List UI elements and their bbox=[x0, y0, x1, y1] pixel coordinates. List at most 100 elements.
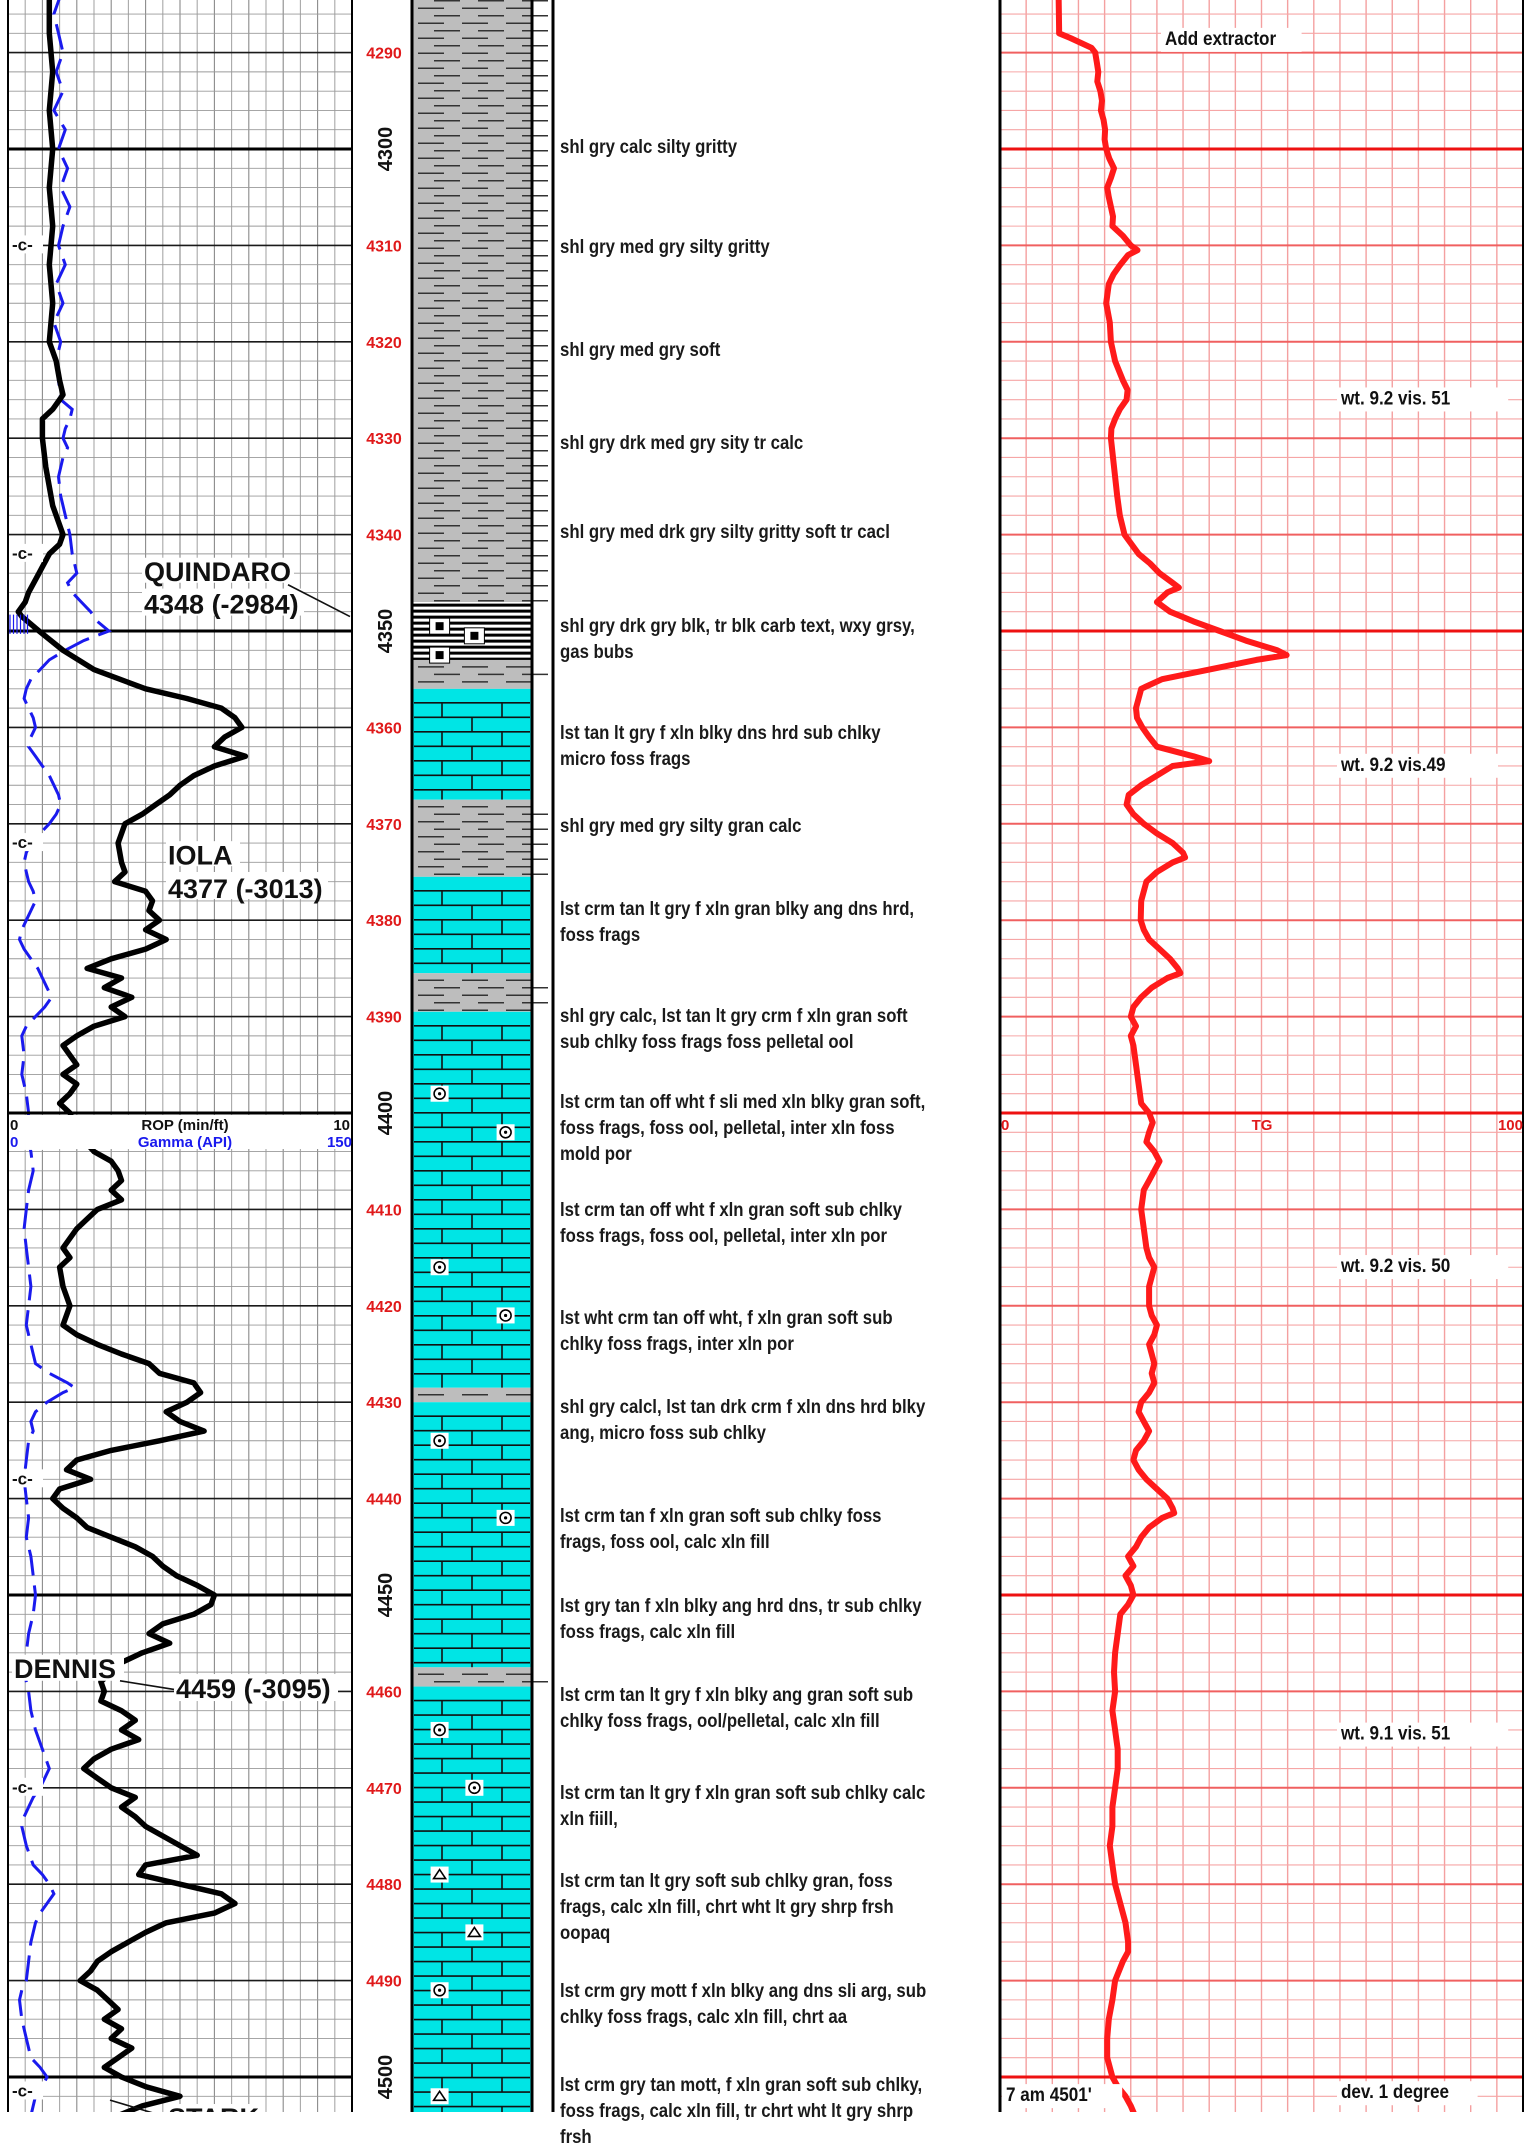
depth-label: 4380 bbox=[366, 913, 402, 930]
description-line: chlky foss frags, inter xln por bbox=[560, 1333, 794, 1356]
lithology-symbol-oolite bbox=[430, 1085, 449, 1102]
tg-annotation: Add extractor bbox=[1165, 28, 1276, 49]
description-line: micro foss frags bbox=[560, 748, 691, 771]
description-entry: lst crm tan f xln gran soft sub chlky fo… bbox=[560, 1503, 932, 1555]
description-line: foss frags, foss ool, pelletal, inter xl… bbox=[560, 1225, 888, 1248]
description-entry: lst crm tan lt gry soft sub chlky gran, … bbox=[560, 1868, 932, 1946]
description-line: gas bubs bbox=[560, 641, 634, 664]
depth-label: 4490 bbox=[366, 1974, 402, 1991]
lithology-symbol-oolite bbox=[430, 1259, 449, 1276]
oolite-dot bbox=[438, 1988, 442, 1992]
connection-marker-bg bbox=[9, 235, 43, 254]
lithology-symbol-oolite bbox=[430, 1721, 449, 1738]
depth-label: 4480 bbox=[366, 1877, 402, 1894]
lithology-symbol-oolite bbox=[430, 1432, 449, 1449]
shale-fill bbox=[412, 659, 532, 689]
track-labels: 4290 4300 4310 4320 4330 4340 4350 4360 4370 4380… bbox=[366, 46, 402, 2100]
description-line: lst crm tan lt gry f xln blky ang gran s… bbox=[560, 1684, 914, 1707]
tg-annotation: wt. 9.1 vis. 51 bbox=[1340, 1723, 1450, 1744]
lithology-interval bbox=[412, 659, 548, 689]
top-leader bbox=[119, 1680, 175, 1691]
lithology-descriptions: shl gry calc silty gritty shl gry med gry… bbox=[560, 0, 992, 2148]
lithology-interval bbox=[412, 1011, 532, 1388]
tg-annotation: wt. 9.2 vis.49 bbox=[1340, 754, 1445, 775]
formation-top-name: QUINDARO bbox=[144, 557, 291, 587]
description-line: foss frags, foss ool, pelletal, inter xl… bbox=[560, 1117, 895, 1140]
gamma-scale-label: Gamma (API) bbox=[138, 1134, 232, 1151]
top-label-bg bbox=[12, 1654, 124, 1681]
description-line: sub chlky foss frags foss pelletal ool bbox=[560, 1030, 854, 1053]
depth-label-major: 4350 bbox=[375, 609, 397, 654]
description-line: lst gry tan f xln blky ang hrd dns, tr s… bbox=[560, 1594, 922, 1617]
rop-scale-label: ROP (min/ft) bbox=[141, 1117, 228, 1134]
connection-marker: -c- bbox=[12, 1778, 33, 1797]
description-entry: shl gry calc, lst tan lt gry crm f xln g… bbox=[560, 1003, 932, 1055]
annotation-bg bbox=[1337, 387, 1509, 412]
oolite-ring bbox=[433, 1434, 446, 1448]
oolite-ring bbox=[468, 1781, 481, 1795]
description-entry: shl gry med gry soft bbox=[560, 337, 932, 363]
depth-label-major: 4300 bbox=[375, 127, 397, 172]
chert-triangle bbox=[432, 2089, 448, 2102]
lithology-symbol-oolite bbox=[430, 1982, 449, 1999]
description-line: lst crm tan off wht f sli med xln blky g… bbox=[560, 1091, 926, 1114]
description-line: lst crm tan f xln gran soft sub chlky fo… bbox=[560, 1504, 882, 1527]
formation-top-name: DENNIS bbox=[14, 1654, 116, 1684]
oolite-ring bbox=[499, 1125, 512, 1139]
depth-label: 4340 bbox=[366, 528, 402, 545]
description-entry: shl gry med drk gry silty gritty soft tr… bbox=[560, 519, 932, 545]
description-line: shl gry drk gry blk, tr blk carb text, w… bbox=[560, 615, 915, 638]
description-line: foss frags, calc xln fill, tr chrt wht l… bbox=[560, 2099, 914, 2122]
depth-label-major: 4400 bbox=[375, 1091, 397, 1136]
tg-scale-max: 100 bbox=[1498, 1117, 1523, 1134]
carb-square bbox=[435, 622, 444, 631]
description-entry: lst crm tan off wht f sli med xln blky g… bbox=[560, 1089, 932, 1167]
connection-marker-bg bbox=[9, 543, 43, 562]
oolite-dot bbox=[504, 1516, 508, 1520]
shale-fill bbox=[412, 799, 532, 877]
formation-top-depth: 4348 (-2984) bbox=[144, 590, 299, 620]
rop-curve bbox=[15, 0, 249, 2150]
top-label-bg bbox=[142, 588, 304, 616]
oolite-dot bbox=[504, 1130, 508, 1134]
top-label-bg bbox=[174, 1674, 338, 1702]
description-entry: lst crm tan lt gry f xln gran soft sub c… bbox=[560, 1780, 932, 1832]
description-entry: lst crm gry tan mott, f xln gran soft su… bbox=[560, 2072, 932, 2150]
carb-square bbox=[470, 631, 479, 640]
connection-marker: -c- bbox=[12, 833, 33, 852]
lithology-symbol-carbonaceous bbox=[429, 617, 451, 635]
connection-marker: -c- bbox=[12, 1469, 33, 1488]
lithology-symbol-oolite bbox=[496, 1124, 515, 1141]
description-line: frags, calc xln fill, chrt wht lt gry sh… bbox=[560, 1896, 894, 1919]
annotation-bg bbox=[1337, 2081, 1478, 2106]
description-entry: shl gry drk gry blk, tr blk carb text, w… bbox=[560, 613, 932, 665]
lithology-interval bbox=[412, 1402, 532, 1668]
tg-annotation: wt. 9.2 vis. 51 bbox=[1340, 388, 1450, 409]
annotation-bg bbox=[1161, 27, 1302, 52]
formation-top-depth: 4377 (-3013) bbox=[168, 874, 323, 904]
left-track-grid bbox=[7, 0, 353, 2136]
description-entry: lst wht crm tan off wht, f xln gran soft… bbox=[560, 1305, 932, 1357]
annotation-bg bbox=[1337, 753, 1498, 778]
depth-label-major: 4450 bbox=[375, 1573, 397, 1618]
shale-fill bbox=[412, 973, 532, 1012]
depth-label: 4360 bbox=[366, 720, 402, 737]
top-label-bg bbox=[142, 557, 294, 583]
oolite-ring bbox=[433, 1087, 446, 1101]
oolite-ring bbox=[499, 1511, 512, 1525]
oolite-dot bbox=[438, 1728, 442, 1732]
tg-annotation: wt. 9.2 vis. 50 bbox=[1340, 1255, 1450, 1276]
oolite-ring bbox=[433, 1983, 446, 1997]
oolite-dot bbox=[438, 1092, 442, 1096]
lithology-interval bbox=[412, 1667, 548, 1687]
depth-label: 4370 bbox=[366, 817, 402, 834]
oolite-ring bbox=[433, 1260, 446, 1274]
lithology-symbol-carbonaceous bbox=[429, 646, 451, 664]
oolite-dot bbox=[504, 1313, 508, 1318]
annotation-bg bbox=[1337, 1255, 1509, 1280]
connection-marker: -c- bbox=[12, 2081, 33, 2100]
lithology-interval bbox=[412, 973, 548, 1012]
depth-label: 4410 bbox=[366, 1202, 402, 1219]
description-line: shl gry med gry soft bbox=[560, 339, 721, 362]
description-entry: lst crm tan lt gry f xln gran blky ang d… bbox=[560, 896, 932, 948]
